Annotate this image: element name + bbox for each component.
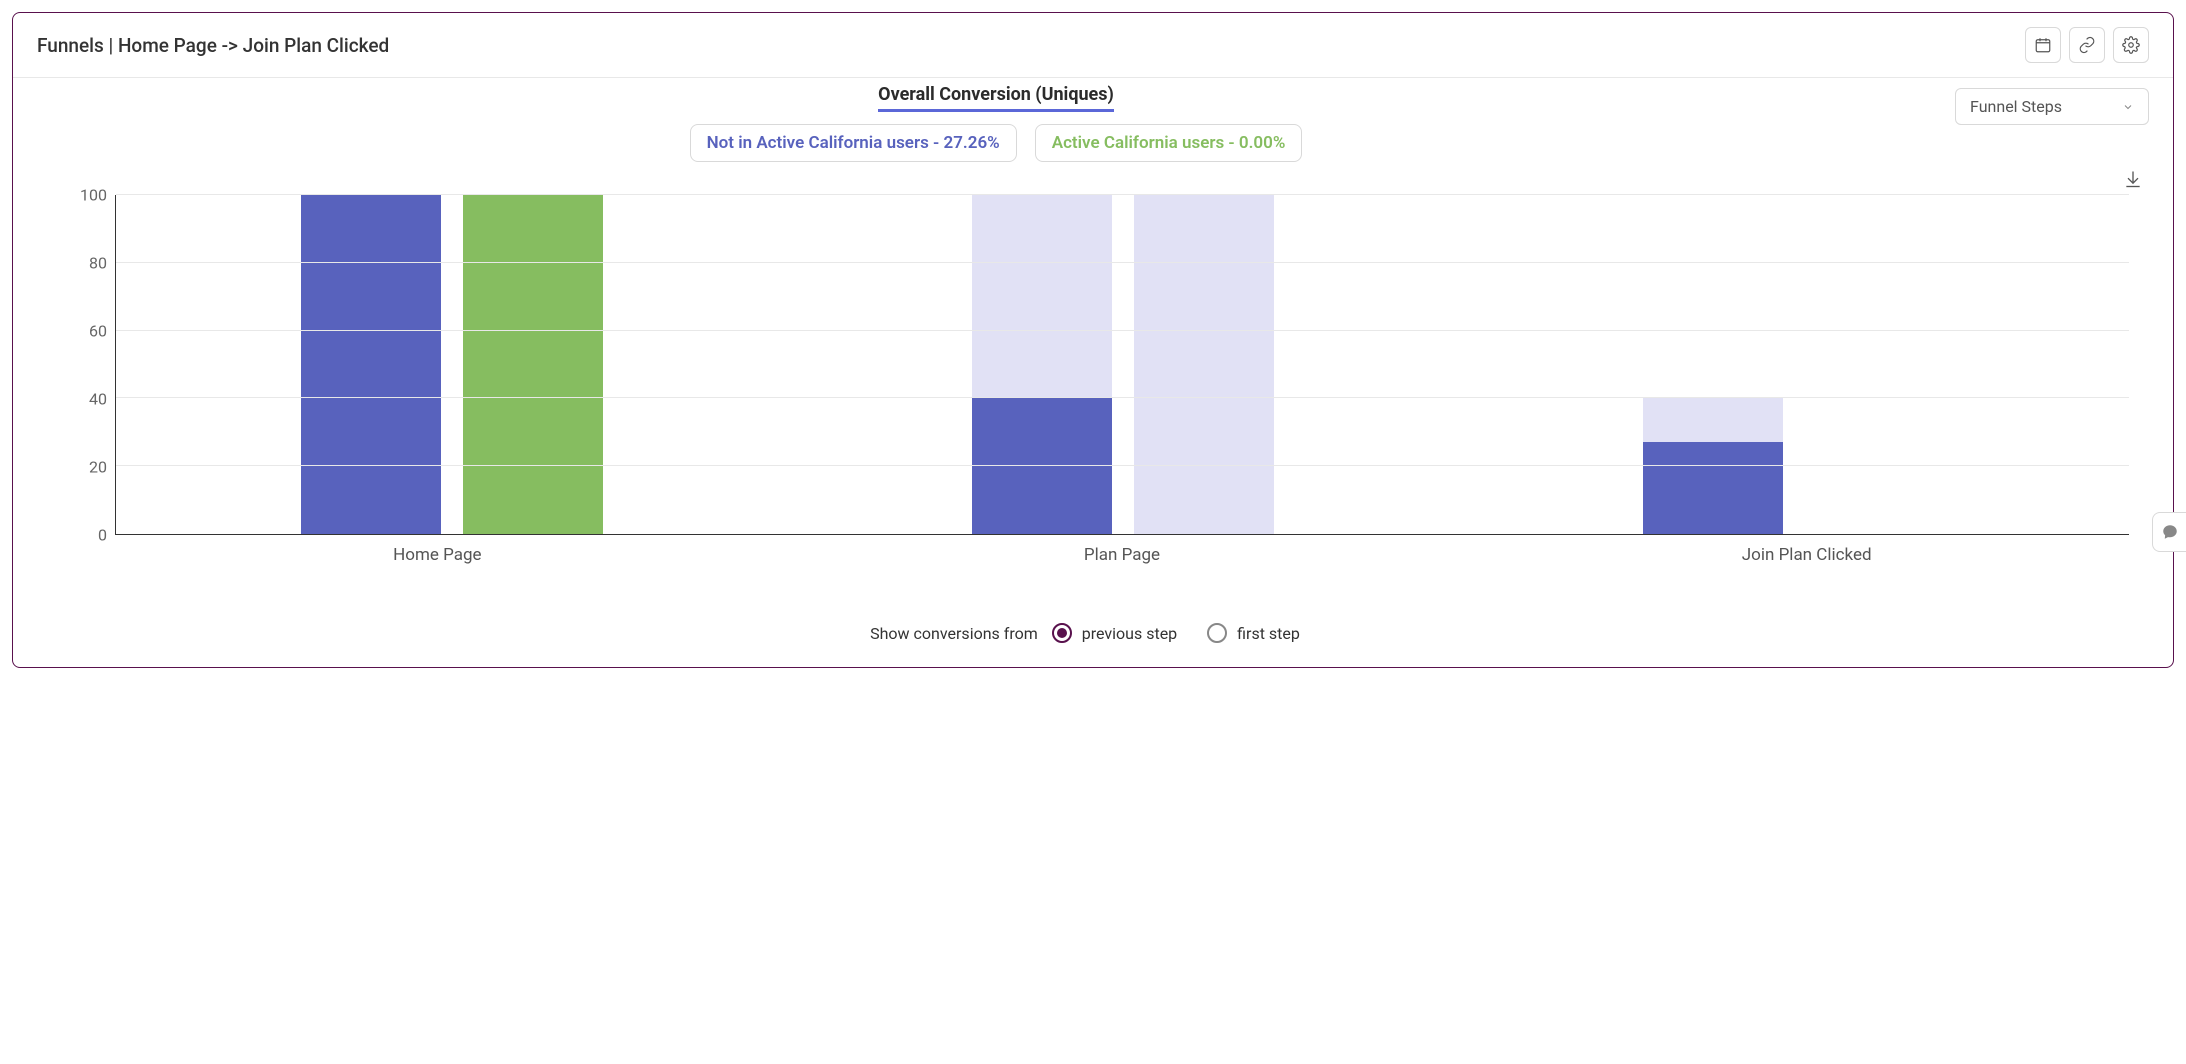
gridline (116, 262, 2129, 263)
chat-bubble-button[interactable] (2152, 512, 2186, 552)
chart: 020406080100 (57, 195, 2129, 535)
settings-button[interactable] (2113, 27, 2149, 63)
bar[interactable] (972, 398, 1112, 534)
gear-icon (2122, 36, 2140, 54)
gridline (116, 465, 2129, 466)
select-label: Funnel Steps (1970, 97, 2062, 116)
funnel-card: Funnels | Home Page -> Join Plan Clicked… (12, 12, 2174, 668)
x-axis: Home PagePlan PageJoin Plan Clicked (95, 535, 2149, 565)
bar-group (1458, 195, 2129, 534)
gridline (116, 194, 2129, 195)
card-body: Overall Conversion (Uniques) Not in Acti… (13, 78, 2173, 667)
y-tick-label: 60 (89, 322, 107, 341)
card-header: Funnels | Home Page -> Join Plan Clicked (13, 13, 2173, 78)
y-tick-label: 40 (89, 390, 107, 409)
legend-item-0[interactable]: Not in Active California users - 27.26% (690, 124, 1017, 162)
calendar-icon (2034, 36, 2052, 54)
radio-option-previous[interactable]: previous step (1052, 623, 1177, 643)
funnel-steps-select[interactable]: Funnel Steps (1955, 88, 2149, 125)
y-tick-label: 20 (89, 458, 107, 477)
legend-item-1[interactable]: Active California users - 0.00% (1035, 124, 1303, 162)
radio-label: first step (1237, 624, 1300, 643)
bar-ghost (1134, 195, 1274, 534)
y-tick-label: 100 (80, 186, 107, 205)
chart-title-row: Overall Conversion (Uniques) (37, 84, 1955, 112)
x-axis-label: Plan Page (780, 535, 1465, 565)
bar-slot (1643, 195, 1783, 534)
bar[interactable] (301, 195, 441, 534)
bar[interactable] (1643, 442, 1783, 534)
bar-slot (301, 195, 441, 534)
bar-group (787, 195, 1458, 534)
legend: Not in Active California users - 27.26% … (37, 124, 1955, 162)
download-button[interactable] (2117, 163, 2149, 195)
chevron-down-icon (2122, 101, 2134, 113)
link-icon (2078, 36, 2096, 54)
download-icon (2123, 169, 2143, 189)
gridline (116, 397, 2129, 398)
radio-input[interactable] (1207, 623, 1227, 643)
x-axis-label: Join Plan Clicked (1464, 535, 2149, 565)
chart-title: Overall Conversion (Uniques) (878, 84, 1114, 112)
radio-option-first[interactable]: first step (1207, 623, 1300, 643)
x-axis-label: Home Page (95, 535, 780, 565)
header-actions (2025, 27, 2149, 63)
conversion-source-row: Show conversions from previous step firs… (37, 623, 2149, 643)
gridline (116, 330, 2129, 331)
bar-group (116, 195, 787, 534)
bar-slot (463, 195, 603, 534)
card-title: Funnels | Home Page -> Join Plan Clicked (37, 34, 389, 57)
link-button[interactable] (2069, 27, 2105, 63)
radio-input[interactable] (1052, 623, 1072, 643)
radio-label: previous step (1082, 624, 1177, 643)
conversion-prompt: Show conversions from (870, 624, 1038, 643)
bar-slot (1805, 195, 1945, 534)
y-tick-label: 80 (89, 254, 107, 273)
chat-icon (2161, 523, 2179, 541)
calendar-button[interactable] (2025, 27, 2061, 63)
bar-slot (972, 195, 1112, 534)
y-axis: 020406080100 (57, 195, 115, 535)
plot-area (115, 195, 2129, 535)
bar-slot (1134, 195, 1274, 534)
bar[interactable] (463, 195, 603, 534)
y-tick-label: 0 (98, 526, 107, 545)
